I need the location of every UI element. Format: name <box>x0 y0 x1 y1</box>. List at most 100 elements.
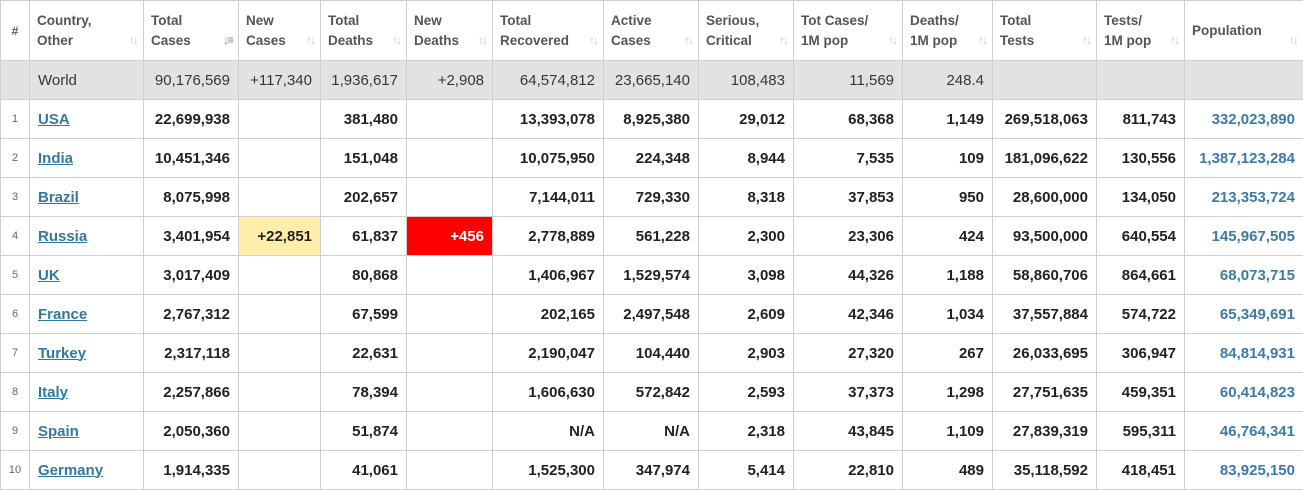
sort-icon[interactable]: ↑↓ <box>589 30 597 50</box>
country-link[interactable]: Turkey <box>38 345 86 362</box>
cell-new-deaths <box>407 412 493 451</box>
sort-icon[interactable]: ↑↓ <box>129 30 137 50</box>
cell-cases-1m: 7,535 <box>794 139 903 178</box>
cell-new-cases: +117,340 <box>239 61 321 100</box>
cell-total-tests: 26,033,695 <box>993 334 1097 373</box>
cell-deaths-1m: 248.4 <box>903 61 993 100</box>
column-header-population[interactable]: Population↑↓ <box>1185 1 1303 61</box>
cell-active-cases: 1,529,574 <box>604 256 699 295</box>
column-header-num[interactable]: # <box>1 1 30 61</box>
cell-new-cases <box>239 451 321 490</box>
sort-icon[interactable]: ↑↓ <box>779 30 787 50</box>
cell-serious: 8,318 <box>699 178 794 217</box>
cell-total-cases: 3,017,409 <box>144 256 239 295</box>
country-link[interactable]: Italy <box>38 384 68 401</box>
cell-total-deaths: 41,061 <box>321 451 407 490</box>
cell-active-cases: 729,330 <box>604 178 699 217</box>
column-header-label: 1M pop <box>910 31 985 51</box>
column-header-deaths-1m[interactable]: Deaths/1M pop↑↓ <box>903 1 993 61</box>
country-link[interactable]: France <box>38 306 87 323</box>
country-link[interactable]: Brazil <box>38 189 79 206</box>
column-header-serious[interactable]: Serious,Critical↑↓ <box>699 1 794 61</box>
column-header-label: Deaths <box>414 31 485 51</box>
cell-cases-1m: 37,853 <box>794 178 903 217</box>
cell-num: 1 <box>1 100 30 139</box>
country-link[interactable]: Russia <box>38 228 87 245</box>
sort-icon[interactable]: ↑↓ <box>1082 30 1090 50</box>
cell-country: Brazil <box>30 178 144 217</box>
column-header-label: Critical <box>706 31 786 51</box>
sort-descending-icon[interactable]: ↓≡ <box>223 30 232 50</box>
country-link[interactable]: USA <box>38 111 70 128</box>
country-link[interactable]: UK <box>38 267 60 284</box>
cell-tests-1m: 306,947 <box>1097 334 1185 373</box>
cell-population: 65,349,691 <box>1185 295 1303 334</box>
cell-total-recovered: 1,406,967 <box>493 256 604 295</box>
cell-total-tests <box>993 61 1097 100</box>
cell-total-tests: 27,839,319 <box>993 412 1097 451</box>
cell-population: 68,073,715 <box>1185 256 1303 295</box>
cell-total-recovered: 64,574,812 <box>493 61 604 100</box>
country-link[interactable]: Spain <box>38 423 79 440</box>
cell-serious: 2,318 <box>699 412 794 451</box>
column-header-label: 1M pop <box>801 31 895 51</box>
cell-population: 145,967,505 <box>1185 217 1303 256</box>
cell-serious: 2,593 <box>699 373 794 412</box>
cell-serious: 108,483 <box>699 61 794 100</box>
cell-cases-1m: 11,569 <box>794 61 903 100</box>
column-header-tests-1m[interactable]: Tests/1M pop↑↓ <box>1097 1 1185 61</box>
cell-new-cases <box>239 295 321 334</box>
cell-num: 9 <box>1 412 30 451</box>
column-header-cases-1m[interactable]: Tot Cases/1M pop↑↓ <box>794 1 903 61</box>
sort-icon[interactable]: ↑↓ <box>1170 30 1178 50</box>
cell-total-deaths: 381,480 <box>321 100 407 139</box>
column-header-label: # <box>1 21 29 41</box>
cell-total-recovered: 7,144,011 <box>493 178 604 217</box>
sort-icon[interactable]: ↑↓ <box>978 30 986 50</box>
cell-tests-1m: 864,661 <box>1097 256 1185 295</box>
sort-icon[interactable]: ↑↓ <box>1289 30 1297 50</box>
cell-deaths-1m: 1,034 <box>903 295 993 334</box>
cell-population: 84,814,931 <box>1185 334 1303 373</box>
cell-total-recovered: 1,525,300 <box>493 451 604 490</box>
sort-icon[interactable]: ↑↓ <box>306 30 314 50</box>
sort-icon[interactable]: ↑↓ <box>392 30 400 50</box>
cell-tests-1m: 574,722 <box>1097 295 1185 334</box>
column-header-label: Cases <box>246 31 313 51</box>
country-link[interactable]: India <box>38 150 73 167</box>
cell-total-tests: 28,600,000 <box>993 178 1097 217</box>
country-link[interactable]: Germany <box>38 462 103 479</box>
cell-cases-1m: 27,320 <box>794 334 903 373</box>
cell-total-deaths: 61,837 <box>321 217 407 256</box>
cell-deaths-1m: 1,298 <box>903 373 993 412</box>
cell-tests-1m <box>1097 61 1185 100</box>
cell-num: 8 <box>1 373 30 412</box>
cell-new-deaths <box>407 295 493 334</box>
sort-icon[interactable]: ↑↓ <box>684 30 692 50</box>
cell-deaths-1m: 1,188 <box>903 256 993 295</box>
cell-population: 46,764,341 <box>1185 412 1303 451</box>
cell-total-deaths: 51,874 <box>321 412 407 451</box>
cell-population: 83,925,150 <box>1185 451 1303 490</box>
sort-icon[interactable]: ↑↓ <box>478 30 486 50</box>
column-header-label: 1M pop <box>1104 31 1177 51</box>
cell-total-cases: 22,699,938 <box>144 100 239 139</box>
cell-serious: 2,903 <box>699 334 794 373</box>
cell-deaths-1m: 267 <box>903 334 993 373</box>
sort-icon[interactable]: ↑↓ <box>888 30 896 50</box>
cell-country: India <box>30 139 144 178</box>
column-header-country[interactable]: Country,Other↑↓ <box>30 1 144 61</box>
cell-total-deaths: 1,936,617 <box>321 61 407 100</box>
cell-new-cases <box>239 373 321 412</box>
column-header-label: Tests/ <box>1104 11 1177 31</box>
cell-total-deaths: 78,394 <box>321 373 407 412</box>
